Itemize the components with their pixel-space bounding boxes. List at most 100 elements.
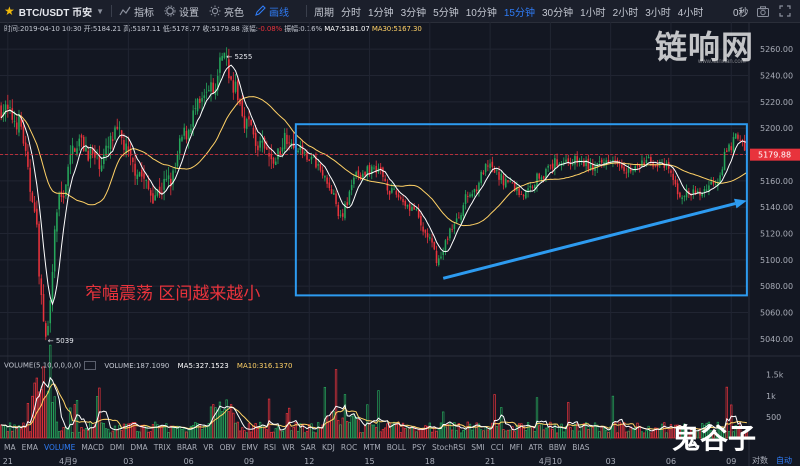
candle-body — [306, 152, 308, 160]
indicator-button[interactable]: 指标 — [119, 0, 154, 22]
indicator-tab[interactable]: StochRSI — [431, 442, 466, 452]
indicator-tab[interactable]: DMA — [130, 442, 148, 452]
candle-body — [263, 137, 266, 149]
volume-bar — [149, 431, 152, 439]
indicator-tab[interactable]: WR — [282, 442, 295, 452]
volume-bar — [538, 425, 541, 439]
indicator-tab[interactable]: CCI — [490, 442, 504, 452]
candle-body — [638, 164, 641, 167]
period-option[interactable]: 分时 — [341, 7, 362, 19]
indicator-tab[interactable]: MTM — [363, 442, 381, 452]
candle-body — [632, 169, 634, 171]
camera-icon[interactable] — [757, 0, 769, 22]
fullscreen-icon[interactable] — [779, 0, 791, 22]
period-option[interactable]: 15分钟 — [503, 7, 535, 19]
indicator-tab[interactable]: MA — [4, 442, 16, 452]
period-option[interactable]: 10分钟 — [465, 7, 497, 19]
indicator-tab[interactable]: BBW — [548, 442, 567, 452]
candle-body — [411, 206, 413, 211]
candle-body — [587, 158, 590, 170]
period-option[interactable]: 5分钟 — [433, 7, 459, 19]
indicator-tab[interactable]: SMI — [471, 442, 485, 452]
candle-body — [453, 224, 456, 229]
indicator-tab[interactable]: RSI — [263, 442, 277, 452]
current-price-label: 5179.88 — [758, 151, 791, 160]
volume-bar — [24, 427, 27, 439]
indicator-tab[interactable]: BRAR — [176, 442, 198, 452]
log-scale-button[interactable]: 对数 — [752, 456, 768, 465]
candle-body — [100, 165, 103, 171]
volume-bar — [377, 390, 380, 439]
volume-bar — [727, 431, 731, 439]
volume-bar — [321, 424, 324, 439]
volume-bar — [158, 427, 161, 439]
bright-mode-button[interactable]: 亮色 — [209, 0, 244, 22]
volume-bar — [582, 423, 586, 439]
volume-bar — [183, 428, 186, 439]
indicator-tab[interactable]: SAR — [300, 442, 316, 452]
candle-body — [636, 165, 639, 167]
candle-body — [739, 140, 741, 142]
period-option[interactable]: 3小时 — [645, 7, 671, 19]
candle-body — [18, 113, 20, 133]
symbol-label: BTC/USDT 币安 — [18, 7, 93, 19]
volume-bar — [254, 423, 257, 439]
candle-body — [194, 108, 197, 109]
indicator-tab[interactable]: TRIX — [153, 442, 171, 452]
volume-bar — [100, 422, 103, 439]
settings-button[interactable]: 设置 — [164, 0, 199, 22]
volume-bar — [131, 422, 134, 439]
toggle-icon[interactable] — [84, 361, 97, 370]
indicator-tab[interactable]: MACD — [81, 442, 104, 452]
indicator-tab[interactable]: OBV — [219, 442, 236, 452]
volume-bar — [258, 421, 262, 439]
volume-bar — [274, 428, 277, 439]
drawing-annotations[interactable]: 窄幅震荡 区间越来越小 ← 5255 ← 5039 — [48, 53, 748, 345]
volume-bar — [629, 426, 632, 439]
volume-tick-label: 500 — [766, 413, 781, 422]
indicator-tab[interactable]: MFI — [509, 442, 523, 452]
period-option[interactable]: 1小时 — [580, 7, 606, 19]
volume-bar — [46, 390, 50, 439]
indicator-tab[interactable]: KDJ — [321, 442, 335, 452]
period-option[interactable]: 4小时 — [677, 7, 704, 19]
volume-bar — [265, 429, 268, 439]
indicator-tab[interactable]: EMV — [241, 442, 258, 452]
candle-body — [455, 218, 458, 223]
volume-bar — [120, 430, 123, 439]
volume-bar — [421, 428, 425, 439]
volume-bar — [51, 402, 54, 439]
period-option[interactable]: 3分钟 — [400, 7, 427, 19]
period-option[interactable]: 30分钟 — [541, 7, 574, 19]
volume-bar — [147, 431, 150, 439]
candle-body — [482, 172, 485, 175]
symbol-selector[interactable]: ★ BTC/USDT 币安 ▼ — [4, 0, 104, 22]
indicator-tab[interactable]: PSY — [412, 442, 426, 452]
auto-scale-button[interactable]: 自动 — [776, 456, 792, 465]
star-icon[interactable]: ★ — [4, 4, 15, 18]
candle-body — [563, 162, 565, 165]
indicator-tab[interactable]: DMI — [109, 442, 125, 452]
volume-bar — [368, 422, 371, 439]
draw-line-button[interactable]: 画线 — [254, 0, 289, 22]
indicator-tab[interactable]: ATR — [528, 442, 543, 452]
sun-icon — [209, 5, 221, 17]
indicator-tab[interactable]: BIAS — [572, 442, 590, 452]
indicator-tab[interactable]: BOLL — [386, 442, 407, 452]
indicator-tab[interactable]: EMA — [21, 442, 38, 452]
candle-body — [257, 145, 259, 151]
indicator-tab[interactable]: VOLUME — [43, 442, 76, 452]
candle-body — [647, 157, 650, 159]
candle-body — [415, 209, 418, 210]
indicator-tab[interactable]: VR — [203, 442, 214, 452]
volume-bar — [343, 394, 347, 439]
volume-bar — [680, 429, 684, 439]
volume-bar — [169, 425, 172, 439]
candle-body — [661, 162, 663, 163]
indicator-tab[interactable]: ROC — [340, 442, 358, 452]
volume-bar — [430, 431, 434, 439]
period-option[interactable]: 1分钟 — [368, 7, 394, 19]
period-option[interactable]: 2小时 — [612, 7, 639, 19]
volume-bar — [44, 396, 47, 439]
